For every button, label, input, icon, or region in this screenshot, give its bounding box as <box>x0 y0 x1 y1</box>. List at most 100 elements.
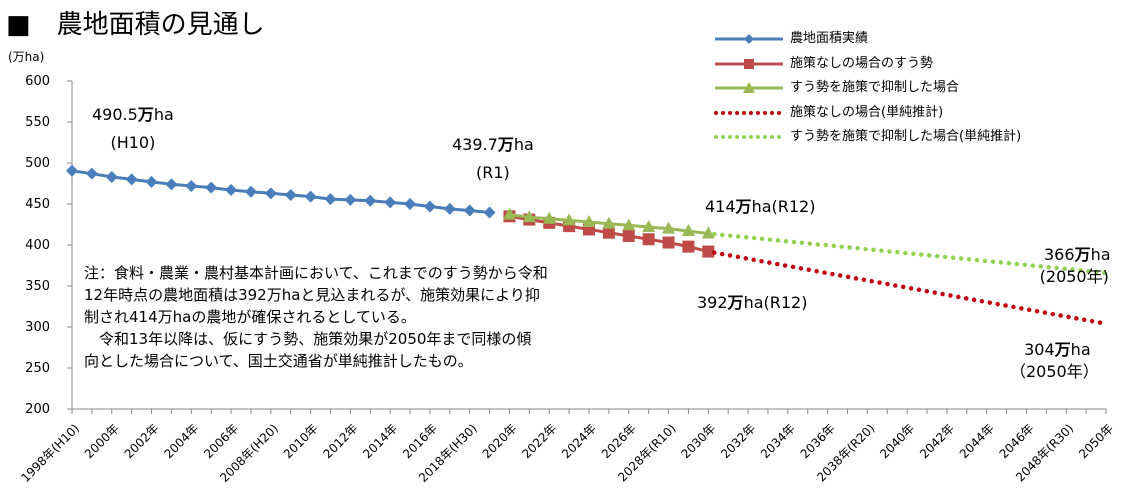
data-point <box>304 190 317 203</box>
y-tick-label: 400 <box>25 238 50 253</box>
data-point <box>145 175 158 188</box>
legend-swatch-suppressed-projection <box>714 135 785 139</box>
data-point <box>522 210 536 223</box>
annotation-start-unit: 万 <box>137 105 154 124</box>
legend-item-suppressed-projection: すう勢を施策で抑制した場合(単純推計) <box>713 126 1118 148</box>
x-tick-label: 2016年 <box>400 421 440 461</box>
annotation-lower-r12-suffix: ha(R12) <box>743 293 808 312</box>
annotation-start-value-line: 490.5万ha <box>92 104 174 126</box>
annotation-start-suffix: ha <box>153 105 174 124</box>
legend-label-actual: 農地面積実績 <box>790 31 869 46</box>
data-point <box>582 215 596 228</box>
annotation-upper-2050-note: (2050年) <box>1039 267 1109 286</box>
legend: 農地面積実績 施策なしの場合のすう勢 すう勢を施策で抑制した場合 施策なしの場合… <box>713 28 1118 151</box>
data-point <box>642 233 655 246</box>
data-point <box>344 193 357 206</box>
y-tick-label: 450 <box>25 197 50 212</box>
data-point <box>324 193 337 206</box>
data-point <box>85 167 98 180</box>
x-tick-label: 2026年 <box>599 421 639 461</box>
x-tick-label: 2046年 <box>997 421 1037 461</box>
annotation-lower-r12-unit: 万 <box>727 293 744 312</box>
legend-item-actual: 農地面積実績 <box>713 28 1118 50</box>
annotation-start-value: 490.5 <box>92 105 138 124</box>
data-point <box>542 211 556 224</box>
y-tick-label: 350 <box>25 279 50 294</box>
annotation-r1-suffix: ha <box>513 135 534 154</box>
data-point <box>423 200 436 213</box>
x-tick-label: 2044年 <box>957 421 997 461</box>
legend-item-suppressed: すう勢を施策で抑制した場合 <box>713 77 1118 99</box>
y-tick-label: 250 <box>25 361 50 376</box>
data-point <box>105 170 118 183</box>
data-point <box>662 236 675 249</box>
data-point <box>205 181 218 194</box>
chart-title: ■ 農地面積の見通し <box>6 10 265 40</box>
annotation-upper-2050-value: 366 <box>1044 245 1075 264</box>
data-point <box>483 206 496 219</box>
annotation-lower-2050-unit: 万 <box>1054 340 1071 359</box>
annotation-start-note: (H10) <box>110 133 156 152</box>
data-point <box>642 219 656 232</box>
series-0 <box>66 164 496 219</box>
data-point <box>602 216 616 229</box>
note-line-4: 令和13年以降は、仮にすう勢、施策効果が2050年まで同様の傾 <box>84 330 532 348</box>
x-tick-label: 2022年 <box>519 421 559 461</box>
x-tick-label: 2030年 <box>678 421 718 461</box>
y-tick-label: 550 <box>25 115 50 130</box>
annotation-lower-2050-note: （2050年） <box>1010 362 1099 381</box>
x-tick-label: 2004年 <box>161 421 201 461</box>
annotation-upper-2050-value-line: 366万ha <box>1038 244 1111 266</box>
data-point <box>165 178 178 191</box>
x-tick-label: 2032年 <box>718 421 758 461</box>
annotation-upper-2050-unit: 万 <box>1074 245 1091 264</box>
data-point <box>225 184 238 197</box>
legend-item-trend: 施策なしの場合のすう勢 <box>713 53 1118 75</box>
y-tick-label: 300 <box>25 320 50 335</box>
x-tick-label: 2036年 <box>798 421 838 461</box>
x-tick-label: 2006年 <box>201 421 241 461</box>
data-point <box>66 164 78 177</box>
annotation-upper-r12-unit: 万 <box>735 197 752 216</box>
annotation-lower-r12: 392万ha(R12) <box>697 292 807 314</box>
data-point <box>463 204 476 217</box>
data-point <box>502 207 516 220</box>
note-line-5: 向とした場合について、国土交通省が単純推計したもの。 <box>84 352 473 370</box>
annotation-upper-r12: 414万ha(R12) <box>705 196 815 218</box>
data-point <box>185 179 198 192</box>
annotation-start: 490.5万ha (H10) <box>92 104 174 154</box>
data-point <box>404 198 417 210</box>
annotation-upper-2050: 366万ha (2050年) <box>1038 244 1111 288</box>
data-point <box>662 221 676 234</box>
annotation-lower-2050-suffix: ha <box>1070 340 1091 359</box>
y-tick-label: 500 <box>25 156 50 171</box>
data-point <box>443 202 456 215</box>
annotation-r1-note: (R1) <box>476 163 510 182</box>
legend-label-suppressed: すう勢を施策で抑制した場合 <box>790 80 960 95</box>
legend-swatch-suppressed <box>715 82 783 93</box>
data-point <box>682 240 695 253</box>
data-point <box>701 226 715 239</box>
annotation-r1-unit: 万 <box>497 135 514 154</box>
annotation-lower-2050: 304万ha （2050年） <box>1010 339 1099 383</box>
series-4 <box>712 231 1109 276</box>
data-point <box>264 187 277 200</box>
x-tick-label: 2014年 <box>360 421 400 461</box>
x-tick-label: 2010年 <box>281 421 321 461</box>
data-point <box>681 224 695 237</box>
x-tick-label: 2002年 <box>122 421 162 461</box>
x-tick-label: 2040年 <box>877 421 917 461</box>
legend-swatch-actual <box>715 34 783 44</box>
annotation-r1-value: 439.7 <box>452 135 498 154</box>
note-line-2: 12年時点の農地面積は392万haと見込まれるが、施策効果により抑 <box>84 286 540 304</box>
data-point <box>384 196 397 209</box>
y-tick-label: 200 <box>25 402 50 417</box>
legend-label-trend-projection: 施策なしの場合(単純推計) <box>790 104 944 120</box>
data-point <box>125 173 138 186</box>
annotation-upper-r12-value: 414 <box>705 197 736 216</box>
annotation-lower-2050-value-line: 304万ha <box>1010 339 1099 361</box>
y-tick-label: 600 <box>25 74 50 89</box>
x-tick-label: 2042年 <box>917 421 957 461</box>
x-tick-label: 2020年 <box>480 421 520 461</box>
